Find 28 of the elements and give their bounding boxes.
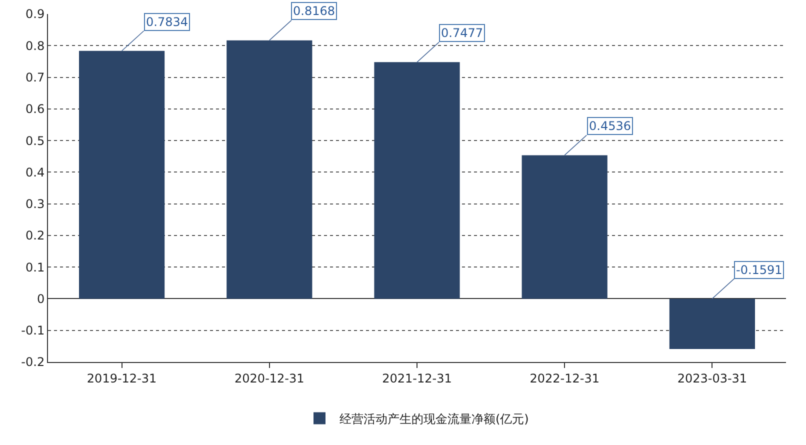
y-tick-label: 0.3 [26, 197, 45, 212]
y-tick-label: 0.5 [26, 134, 45, 148]
x-tick-label: 2021-12-31 [382, 371, 452, 386]
x-tick-label: 2019-12-31 [86, 371, 157, 386]
y-tick-label: -0.2 [21, 355, 45, 370]
data-label: 0.7477 [441, 26, 483, 40]
y-tick-label: 0.4 [26, 165, 45, 180]
x-tick-label: 2020-12-31 [234, 371, 304, 386]
y-tick-label: 0.1 [26, 260, 45, 274]
bar [522, 155, 608, 299]
y-tick-label: 0.6 [26, 102, 45, 116]
y-tick-label: 0.8 [26, 38, 45, 53]
y-tick-label: 0.2 [26, 228, 45, 243]
y-tick-label: -0.1 [21, 324, 45, 338]
data-label: -0.1591 [736, 263, 782, 277]
y-tick-label: 0.7 [26, 70, 45, 84]
bar [669, 298, 755, 350]
x-tick-label: 2023-03-31 [677, 371, 748, 386]
bar [79, 50, 165, 299]
legend-label: 经营活动产生的现金流量净额(亿元) [340, 412, 529, 426]
y-tick-label: 0 [36, 292, 45, 306]
bar [226, 40, 312, 299]
bar [374, 62, 460, 299]
y-tick-label: 0.9 [26, 7, 45, 22]
x-tick-label: 2022-12-31 [530, 371, 600, 386]
data-label: 0.8168 [293, 4, 335, 18]
data-label: 0.7834 [146, 15, 188, 29]
data-label: 0.4536 [589, 119, 631, 133]
